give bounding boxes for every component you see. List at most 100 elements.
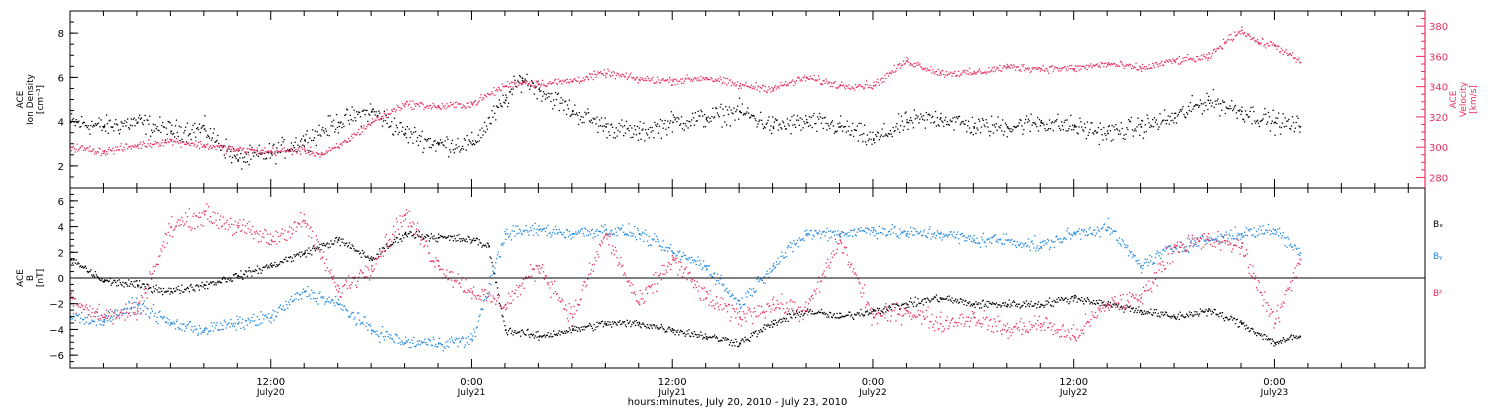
data-point — [471, 290, 474, 293]
right-axis-label: ACE — [1449, 90, 1459, 108]
data-point — [471, 239, 474, 241]
data-point — [1140, 310, 1143, 312]
data-point — [605, 72, 607, 75]
data-point — [1040, 323, 1042, 325]
data-point — [1006, 126, 1009, 128]
data-point — [839, 239, 842, 241]
data-point — [1299, 258, 1302, 261]
data-point — [705, 265, 708, 267]
data-point — [371, 110, 373, 113]
data-point — [571, 110, 574, 113]
data-point — [371, 265, 373, 267]
series-bz — [70, 203, 1302, 342]
data-point — [404, 233, 407, 235]
data-point — [103, 151, 106, 153]
data-point — [504, 329, 507, 331]
data-point — [873, 229, 875, 231]
data-point — [672, 121, 674, 124]
data-point — [1224, 41, 1226, 44]
data-point — [1257, 41, 1260, 44]
data-point — [103, 126, 106, 128]
data-point — [70, 146, 72, 148]
x-tick-label-time: 12:00 — [658, 377, 687, 388]
data-point — [371, 329, 373, 331]
data-point — [1140, 126, 1143, 128]
data-point — [1140, 67, 1143, 70]
panel-frame-density-velocity — [69, 10, 1426, 189]
data-point — [103, 316, 106, 319]
data-point — [237, 159, 239, 161]
data-point — [304, 139, 306, 141]
y-axis-label: ACE — [16, 90, 26, 108]
legend-entry: Bᶻ — [1433, 289, 1442, 299]
data-point — [739, 303, 741, 306]
data-point — [638, 78, 641, 81]
series-velocity — [70, 26, 1302, 158]
data-point — [304, 220, 306, 222]
data-point — [136, 310, 139, 312]
data-point — [839, 316, 842, 319]
data-point — [939, 297, 942, 299]
data-point — [1140, 297, 1143, 299]
data-point — [136, 144, 139, 147]
data-point — [873, 139, 875, 141]
data-point — [504, 233, 507, 235]
data-point — [839, 84, 842, 87]
data-point — [270, 265, 273, 267]
x-tick-label-date: July20 — [256, 388, 285, 398]
data-point — [70, 297, 72, 299]
data-point — [1107, 226, 1109, 229]
data-point — [1299, 61, 1302, 64]
data-point — [1274, 342, 1276, 344]
data-point — [136, 284, 139, 286]
y-tick-label: 6 — [58, 73, 64, 84]
y-axis-label: ACE — [16, 269, 26, 287]
x-tick-label-date: July21 — [457, 388, 486, 398]
data-point — [1107, 132, 1109, 135]
data-point — [1274, 229, 1276, 231]
data-point — [438, 143, 440, 146]
data-point — [404, 103, 407, 105]
data-point — [605, 323, 607, 325]
data-point — [1207, 310, 1210, 312]
x-axis-label: hours:minutes, July 20, 2010 - July 23, … — [628, 397, 848, 408]
data-point — [237, 323, 239, 325]
data-point — [772, 265, 775, 267]
data-point — [672, 80, 674, 82]
data-point — [638, 303, 641, 306]
y-tick-label: 4 — [58, 118, 64, 129]
data-point — [1207, 99, 1210, 102]
data-point — [1107, 303, 1109, 306]
data-point — [939, 72, 942, 75]
data-point — [1040, 303, 1042, 306]
data-point — [1006, 303, 1009, 306]
x-tick-label-date: July22 — [858, 388, 887, 398]
data-point — [103, 280, 106, 283]
data-point — [1174, 117, 1176, 119]
data-point — [605, 126, 607, 128]
data-point — [1274, 323, 1276, 325]
data-point — [1006, 66, 1009, 68]
y-tick-label: −6 — [49, 351, 64, 362]
data-point — [672, 329, 674, 331]
y-tick-label: 8 — [58, 29, 64, 40]
data-point — [270, 316, 273, 319]
data-point — [1073, 233, 1076, 235]
data-point — [170, 290, 172, 293]
data-point — [1174, 245, 1176, 248]
y-axis-label: B — [26, 275, 36, 281]
x-tick-label-date: July21 — [657, 388, 686, 398]
data-point — [1207, 57, 1210, 59]
data-point — [739, 316, 741, 319]
data-point — [471, 143, 474, 146]
data-point — [1040, 67, 1042, 70]
y-tick-label: 2 — [58, 248, 64, 259]
data-point — [571, 233, 574, 235]
data-point — [404, 213, 407, 216]
data-point — [203, 284, 206, 286]
data-point — [1040, 245, 1042, 248]
data-point — [438, 106, 440, 108]
data-point — [438, 265, 440, 267]
data-point — [1073, 335, 1076, 338]
y-tick-label: 4 — [58, 223, 64, 234]
